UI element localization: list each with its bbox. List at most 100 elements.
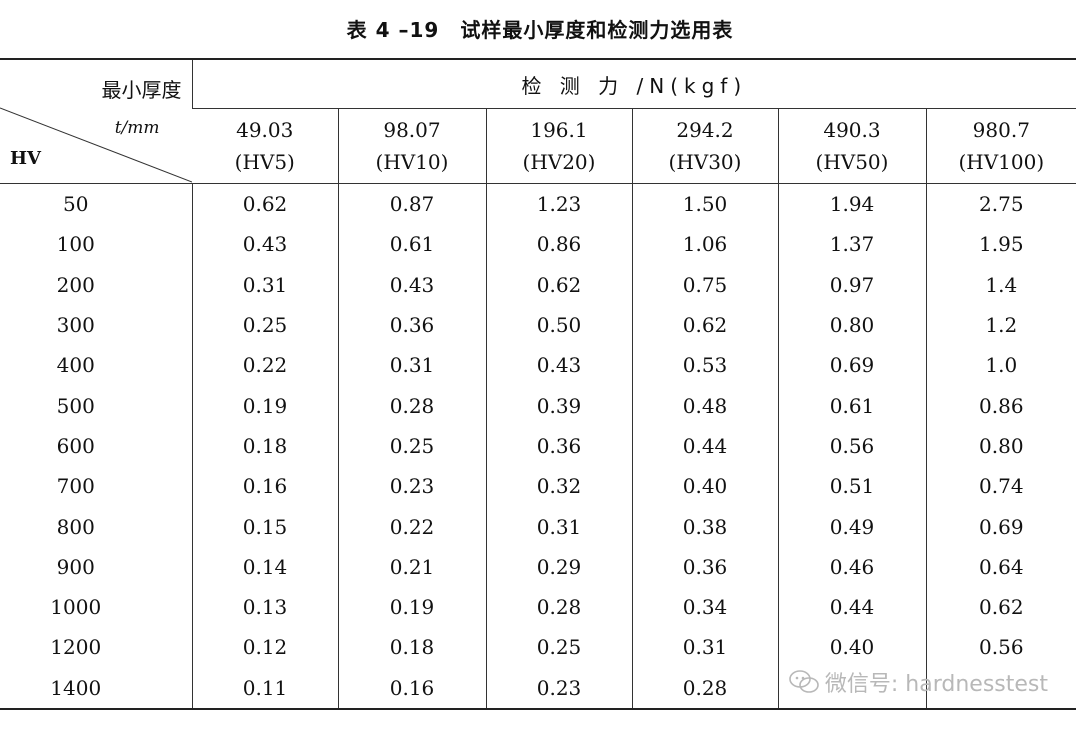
- table-row: 600 0.18 0.25 0.36 0.44 0.56 0.80: [0, 425, 1077, 467]
- table-row: 1000 0.13 0.19 0.28 0.34 0.44 0.62: [0, 586, 1077, 628]
- thickness-cell: 0.87: [337, 183, 486, 225]
- force-value: 490.3: [823, 118, 881, 142]
- table-row: 700 0.16 0.23 0.32 0.40 0.51 0.74: [0, 466, 1077, 507]
- table-row: 1400 0.11 0.16 0.23 0.28: [0, 667, 1077, 710]
- thickness-cell: 0.31: [337, 345, 486, 386]
- thickness-cell: 0.74: [925, 466, 1077, 507]
- thickness-cell: 0.16: [191, 466, 338, 507]
- hv-label: HV: [10, 148, 41, 169]
- thickness-cell: 0.80: [925, 425, 1077, 467]
- table-row: 500 0.19 0.28 0.39 0.48 0.61 0.86: [0, 385, 1077, 426]
- thickness-cell: 0.43: [191, 224, 338, 265]
- thickness-cell: 0.18: [337, 627, 486, 668]
- thickness-cell: 0.69: [925, 506, 1077, 547]
- thickness-cell: 0.11: [191, 667, 338, 710]
- force-value: 196.1: [530, 118, 588, 142]
- thickness-cell: 0.12: [191, 627, 338, 668]
- thickness-cell: 0.62: [925, 586, 1077, 628]
- thickness-cell: 0.48: [631, 385, 778, 426]
- thickness-cell: 1.50: [631, 183, 778, 225]
- hv-value-cell: 50: [63, 192, 89, 217]
- thickness-cell: 0.28: [485, 586, 632, 628]
- hv-scale: (HV5): [234, 150, 295, 174]
- hv-value-cell: 600: [56, 433, 95, 458]
- thickness-force-table: 最小厚度 t/mm HV 检 测 力 /N(kgf) 49.03 (HV5) 98.…: [0, 58, 1077, 710]
- force-value: 980.7: [972, 118, 1030, 142]
- hv-value-cell: 1000: [50, 595, 102, 620]
- thickness-cell: 0.14: [191, 546, 338, 587]
- thickness-cell: 0.62: [191, 183, 338, 225]
- hv-value-cell: 1400: [0, 667, 192, 710]
- thickness-cell: 1.95: [925, 224, 1077, 265]
- hv-value-cell: 800: [56, 514, 95, 539]
- table-row: 100 0.43 0.61 0.86 1.06 1.37 1.95: [0, 224, 1077, 265]
- table-row: 300 0.25 0.36 0.50 0.62 0.80 1.2: [0, 304, 1077, 346]
- thickness-cell: 0.31: [191, 264, 338, 305]
- thickness-cell: 0.23: [337, 466, 486, 507]
- thickness-cell: 0.62: [485, 264, 632, 305]
- thickness-cell: 0.36: [337, 304, 486, 346]
- thickness-cell: 1.06: [631, 224, 778, 265]
- thickness-cell: 0.43: [337, 264, 486, 305]
- table-title: 表 4 –19 试样最小厚度和检测力选用表: [346, 18, 734, 42]
- thickness-cell: 0.31: [631, 627, 778, 668]
- thickness-cell: 0.22: [337, 506, 486, 547]
- thickness-cell: 0.46: [777, 546, 926, 587]
- hv-scale: (HV10): [375, 150, 449, 174]
- thickness-cell: 1.94: [777, 183, 926, 225]
- thickness-cell: 0.19: [191, 385, 338, 426]
- thickness-cell: 0.61: [777, 385, 926, 426]
- hv-value-cell: 200: [56, 272, 95, 297]
- hv-value-cell: 700: [56, 474, 95, 499]
- force-header-cell: 294.2 (HV30): [631, 108, 778, 184]
- force-header-cell: 196.1 (HV20): [485, 108, 632, 184]
- thickness-cell: 0.36: [485, 425, 632, 467]
- hv-scale: (HV20): [522, 150, 596, 174]
- thickness-cell: 0.23: [485, 667, 632, 710]
- thickness-cell: 0.25: [337, 425, 486, 467]
- min-thickness-label: 最小厚度: [101, 78, 182, 102]
- thickness-cell: 0.15: [191, 506, 338, 547]
- thickness-cell: [925, 667, 1077, 710]
- force-header-cell: 98.07 (HV10): [337, 108, 486, 184]
- thickness-cell: 0.44: [631, 425, 778, 467]
- thickness-cell: 0.64: [925, 546, 1077, 587]
- hv-value-cell: 1200: [50, 635, 102, 660]
- thickness-cell: 0.97: [777, 264, 926, 305]
- table-row: 400 0.22 0.31 0.43 0.53 0.69 1.0: [0, 345, 1077, 386]
- diagonal-divider: [0, 107, 192, 183]
- thickness-cell: 0.51: [777, 466, 926, 507]
- hv-scale: (HV100): [958, 150, 1045, 174]
- thickness-cell: 0.69: [777, 345, 926, 386]
- force-value: 49.03: [236, 118, 294, 142]
- hv-value-cell: 400: [56, 353, 95, 378]
- table-row: 800 0.15 0.22 0.31 0.38 0.49 0.69: [0, 506, 1077, 547]
- thickness-cell: 0.50: [485, 304, 632, 346]
- thickness-cell: 0.61: [337, 224, 486, 265]
- thickness-cell: 0.56: [777, 425, 926, 467]
- thickness-cell: 0.56: [925, 627, 1077, 668]
- force-header-cell: 490.3 (HV50): [777, 108, 926, 184]
- thickness-cell: 0.18: [191, 425, 338, 467]
- hv-value-cell: 900: [56, 554, 95, 579]
- test-force-label: 检 测 力 /N(kgf): [521, 73, 748, 98]
- thickness-cell: 0.32: [485, 466, 632, 507]
- thickness-cell: 0.29: [485, 546, 632, 587]
- thickness-cell: 0.13: [191, 586, 338, 628]
- force-header-cell: 980.7 (HV100): [925, 108, 1077, 184]
- thickness-cell: 0.36: [631, 546, 778, 587]
- thickness-cell: 0.43: [485, 345, 632, 386]
- thickness-cell: 0.39: [485, 385, 632, 426]
- thickness-cell: 0.38: [631, 506, 778, 547]
- force-value: 294.2: [676, 118, 734, 142]
- thickness-cell: 0.25: [191, 304, 338, 346]
- hv-scale: (HV30): [668, 150, 742, 174]
- thickness-cell: 0.31: [485, 506, 632, 547]
- thickness-cell: 2.75: [925, 183, 1077, 225]
- thickness-cell: 0.44: [777, 586, 926, 628]
- table-row: 900 0.14 0.21 0.29 0.36 0.46 0.64: [0, 546, 1077, 587]
- thickness-cell: 0.49: [777, 506, 926, 547]
- hv-scale: (HV50): [815, 150, 889, 174]
- table-row: 50 0.62 0.87 1.23 1.50 1.94 2.75: [0, 183, 1077, 225]
- hv-value-cell: 100: [56, 232, 95, 257]
